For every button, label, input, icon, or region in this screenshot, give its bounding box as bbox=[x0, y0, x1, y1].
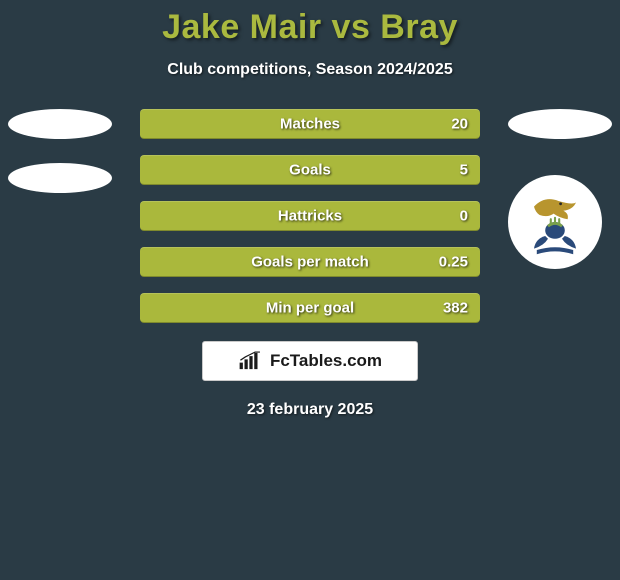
page-subtitle: Club competitions, Season 2024/2025 bbox=[0, 61, 620, 79]
comparison-area: Matches 20 Goals 5 Hattricks 0 Goals per… bbox=[0, 109, 620, 319]
branding-badge[interactable]: FcTables.com bbox=[202, 341, 418, 381]
bar-label: Matches bbox=[280, 116, 340, 133]
club-crest-icon bbox=[520, 187, 590, 257]
bar-row: Matches 20 bbox=[140, 109, 480, 139]
bar-row: Goals 5 bbox=[140, 155, 480, 185]
right-player-avatars bbox=[508, 109, 612, 269]
comparison-bars: Matches 20 Goals 5 Hattricks 0 Goals per… bbox=[140, 109, 480, 339]
bar-value: 5 bbox=[460, 162, 468, 179]
bar-row: Hattricks 0 bbox=[140, 201, 480, 231]
footer-date: 23 february 2025 bbox=[0, 401, 620, 419]
page-title: Jake Mair vs Bray bbox=[0, 0, 620, 47]
left-player-avatars bbox=[8, 109, 112, 217]
bar-value: 0 bbox=[460, 208, 468, 225]
branding-text: FcTables.com bbox=[270, 351, 382, 371]
bar-label: Goals per match bbox=[251, 254, 369, 271]
bar-value: 20 bbox=[451, 116, 468, 133]
bar-value: 0.25 bbox=[439, 254, 468, 271]
bar-row: Min per goal 382 bbox=[140, 293, 480, 323]
bar-chart-icon bbox=[238, 351, 264, 371]
avatar-placeholder bbox=[8, 163, 112, 193]
bar-label: Min per goal bbox=[266, 300, 354, 317]
club-badge bbox=[508, 175, 602, 269]
bar-row: Goals per match 0.25 bbox=[140, 247, 480, 277]
bar-value: 382 bbox=[443, 300, 468, 317]
avatar-placeholder bbox=[8, 109, 112, 139]
avatar-placeholder bbox=[508, 109, 612, 139]
bar-label: Hattricks bbox=[278, 208, 342, 225]
bar-label: Goals bbox=[289, 162, 331, 179]
